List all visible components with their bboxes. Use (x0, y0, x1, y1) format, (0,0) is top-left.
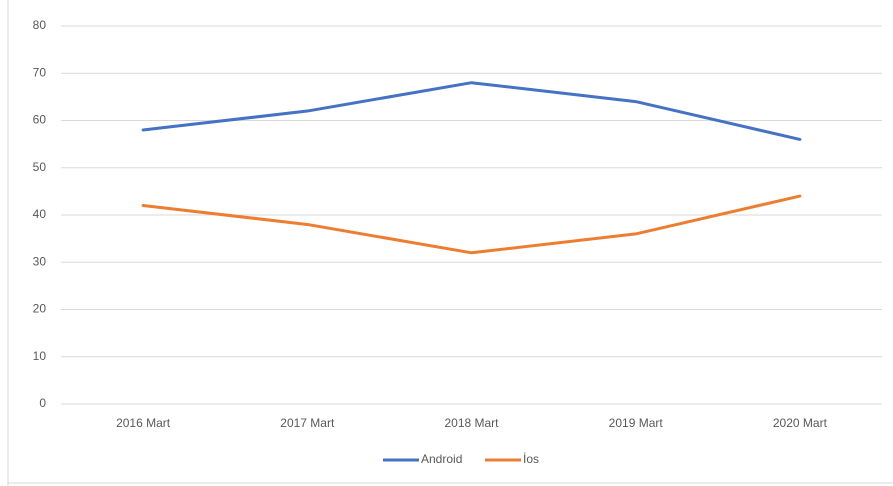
x-tick-label: 2020 Mart (773, 416, 828, 430)
x-tick-label: 2019 Mart (609, 416, 664, 430)
legend-label: Android (421, 452, 462, 466)
x-tick-label: 2016 Mart (116, 416, 171, 430)
y-tick-label: 0 (39, 396, 46, 410)
y-tick-label: 30 (33, 254, 47, 268)
y-tick-label: 20 (33, 302, 47, 316)
y-tick-label: 40 (33, 207, 47, 221)
series-line (141, 81, 802, 141)
y-tick-label: 10 (33, 349, 47, 363)
series-line (141, 194, 802, 255)
x-tick-label: 2017 Mart (280, 416, 335, 430)
y-tick-label: 70 (33, 65, 47, 79)
x-tick-label: 2018 Mart (444, 416, 499, 430)
y-tick-label: 60 (33, 113, 47, 127)
legend-label: İos (523, 452, 539, 466)
y-tick-label: 50 (33, 160, 47, 174)
y-tick-label: 80 (33, 18, 47, 32)
